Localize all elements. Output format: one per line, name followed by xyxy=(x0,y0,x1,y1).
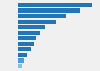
Bar xyxy=(18,36,36,40)
Bar xyxy=(18,8,80,13)
Bar xyxy=(18,53,27,57)
Bar xyxy=(18,64,22,68)
Bar xyxy=(18,3,92,7)
Bar xyxy=(18,42,34,46)
Bar xyxy=(18,47,30,51)
Bar xyxy=(18,14,66,18)
Bar xyxy=(18,31,40,35)
Bar xyxy=(18,58,24,63)
Bar xyxy=(18,25,45,29)
Bar xyxy=(18,20,56,24)
